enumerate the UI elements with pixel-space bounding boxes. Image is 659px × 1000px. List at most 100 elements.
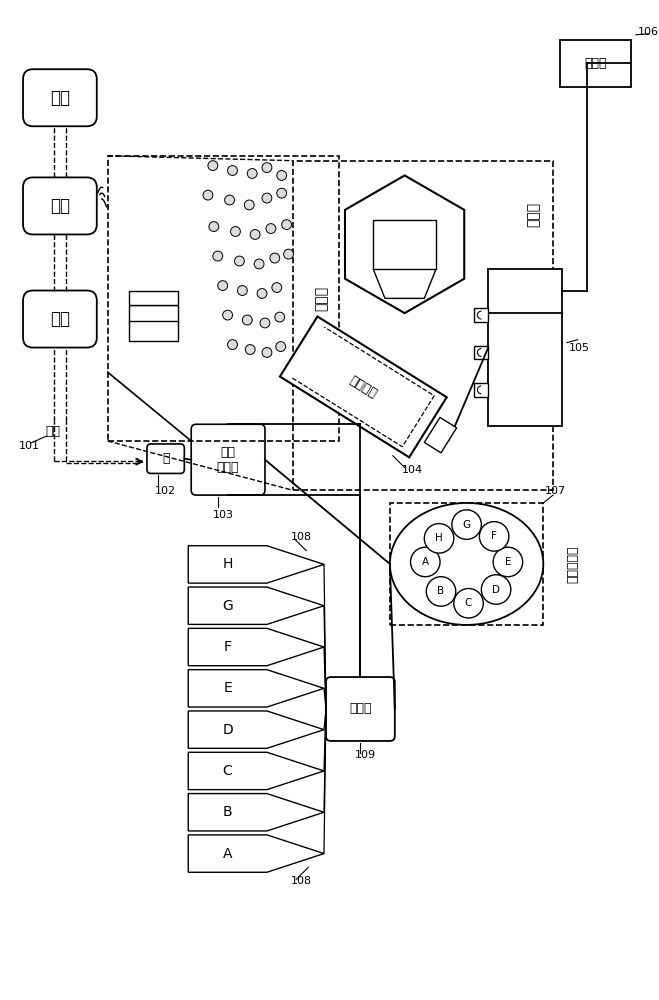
Text: 106: 106 [638,27,659,37]
FancyBboxPatch shape [23,177,97,234]
Circle shape [411,547,440,577]
Bar [129,321,179,341]
Bar [390,503,543,625]
Circle shape [493,547,523,577]
Text: 分选: 分选 [50,197,70,215]
Circle shape [260,318,270,328]
Bar [373,220,436,269]
Text: 107: 107 [544,486,565,496]
Circle shape [203,190,213,200]
Circle shape [262,193,272,203]
Text: 105: 105 [569,343,590,353]
Text: H: H [222,557,233,571]
Text: 料斗: 料斗 [45,425,60,438]
Bar [560,40,631,87]
Polygon shape [280,316,447,457]
Circle shape [208,161,217,171]
Circle shape [481,575,511,604]
Text: 排量计量泵: 排量计量泵 [566,545,579,583]
Text: H: H [435,533,443,543]
Ellipse shape [390,503,543,625]
Circle shape [223,310,233,320]
Text: 控制板: 控制板 [349,702,372,715]
Circle shape [272,283,281,292]
Text: 108: 108 [291,876,312,886]
Circle shape [227,166,237,175]
Polygon shape [188,628,324,666]
Circle shape [262,163,272,172]
Circle shape [454,589,483,618]
Text: 装袋站: 装袋站 [584,57,607,70]
Polygon shape [424,417,457,453]
Text: E: E [505,557,511,567]
Circle shape [209,222,219,231]
Circle shape [424,524,454,553]
Polygon shape [373,269,436,298]
Text: 108: 108 [291,532,312,542]
Text: F: F [223,640,231,654]
Text: 104: 104 [402,465,423,475]
Circle shape [217,281,227,291]
Text: 清洗: 清洗 [50,89,70,107]
Text: 内视图: 内视图 [314,286,328,311]
Circle shape [275,342,285,351]
Bar [129,291,179,305]
Text: A: A [223,847,233,861]
Circle shape [277,171,287,180]
Circle shape [213,251,223,261]
Circle shape [262,348,272,357]
Text: D: D [492,585,500,595]
Circle shape [254,259,264,269]
Circle shape [426,577,456,606]
Text: 正视图: 正视图 [527,202,540,227]
Text: C: C [223,764,233,778]
Text: B: B [438,586,445,596]
Polygon shape [188,587,324,624]
Text: E: E [223,681,232,695]
Bar [129,305,179,323]
Text: B: B [223,805,233,819]
Text: 101: 101 [19,441,40,451]
Circle shape [266,224,275,233]
Text: G: G [222,599,233,613]
FancyBboxPatch shape [191,424,265,495]
Circle shape [479,522,509,551]
Circle shape [227,340,237,350]
Circle shape [283,249,293,259]
Text: 称: 称 [162,452,169,465]
Bar [488,269,562,426]
Circle shape [277,188,287,198]
Bar [474,308,488,322]
Circle shape [270,253,279,263]
Circle shape [245,345,255,354]
Circle shape [452,510,481,539]
Bar [107,156,339,441]
Polygon shape [188,711,324,748]
Bar [474,383,488,397]
Circle shape [244,200,254,210]
Polygon shape [188,670,324,707]
Circle shape [247,169,257,178]
Circle shape [225,195,235,205]
Text: 清洗: 清洗 [50,310,70,328]
Text: 102: 102 [155,486,176,496]
Bar [293,161,553,490]
Circle shape [237,286,247,295]
Text: A: A [422,557,429,567]
Circle shape [281,220,291,230]
Text: 109: 109 [355,750,376,760]
Circle shape [250,230,260,239]
Text: F: F [491,531,497,541]
Polygon shape [188,752,324,790]
Circle shape [235,256,244,266]
Text: 钵式
处理器: 钵式 处理器 [217,446,239,474]
Polygon shape [188,546,324,583]
Polygon shape [188,794,324,831]
Polygon shape [345,175,464,313]
Circle shape [257,289,267,298]
FancyBboxPatch shape [23,69,97,126]
Text: 混合转鼓: 混合转鼓 [347,373,380,400]
Circle shape [275,312,285,322]
FancyBboxPatch shape [326,677,395,741]
Circle shape [243,315,252,325]
